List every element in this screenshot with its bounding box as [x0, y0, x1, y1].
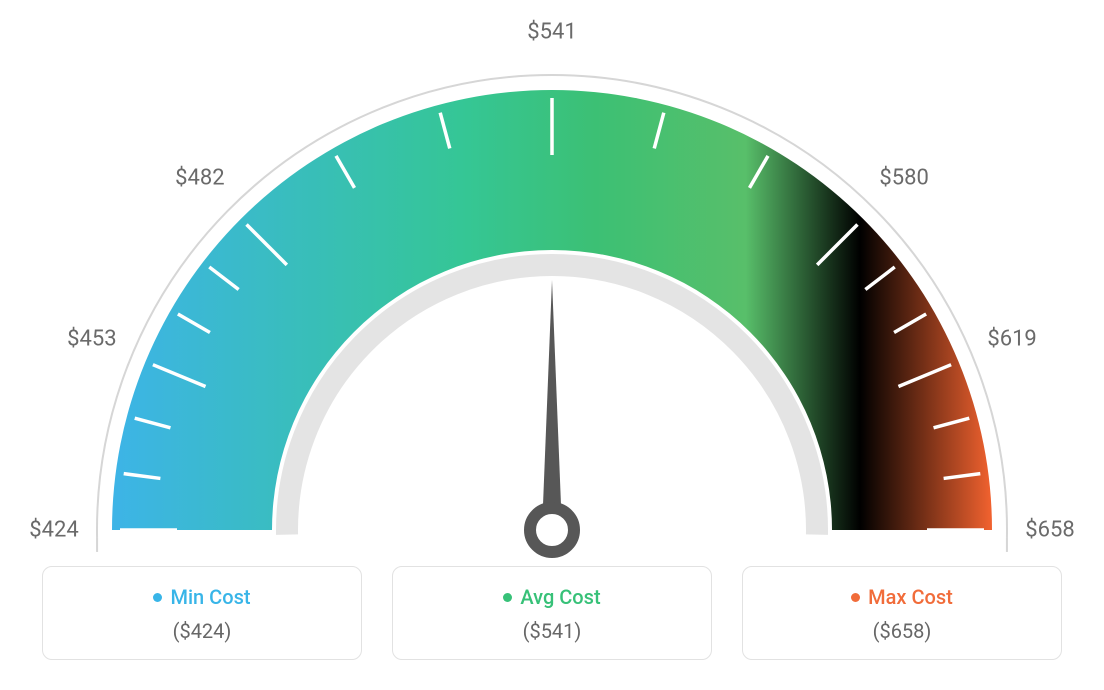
gauge-tick-label: $541 — [527, 20, 576, 45]
dot-icon — [503, 593, 512, 602]
gauge-tick-label: $580 — [879, 165, 928, 190]
legend-label-max: Max Cost — [868, 585, 953, 609]
dot-icon — [851, 593, 860, 602]
gauge-tick-label: $482 — [175, 165, 224, 190]
legend-label-min: Min Cost — [170, 585, 250, 609]
legend-title-max: Max Cost — [851, 585, 953, 609]
legend-row: Min Cost ($424) Avg Cost ($541) Max Cost… — [0, 566, 1104, 660]
legend-title-avg: Avg Cost — [503, 585, 600, 609]
gauge-svg — [0, 10, 1104, 570]
gauge-tick-label: $658 — [1025, 518, 1074, 543]
gauge-tick-label: $453 — [67, 327, 116, 352]
legend-value-max: ($658) — [753, 619, 1051, 643]
legend-card-avg: Avg Cost ($541) — [392, 566, 712, 660]
gauge-tick-label: $424 — [29, 518, 78, 543]
legend-value-min: ($424) — [53, 619, 351, 643]
gauge-chart: $424 $453 $482 $541 $580 $619 $658 — [0, 0, 1104, 560]
gauge-tick-label: $619 — [987, 327, 1036, 352]
legend-card-min: Min Cost ($424) — [42, 566, 362, 660]
legend-title-min: Min Cost — [153, 585, 250, 609]
legend-value-avg: ($541) — [403, 619, 701, 643]
legend-card-max: Max Cost ($658) — [742, 566, 1062, 660]
dot-icon — [153, 593, 162, 602]
legend-label-avg: Avg Cost — [520, 585, 600, 609]
